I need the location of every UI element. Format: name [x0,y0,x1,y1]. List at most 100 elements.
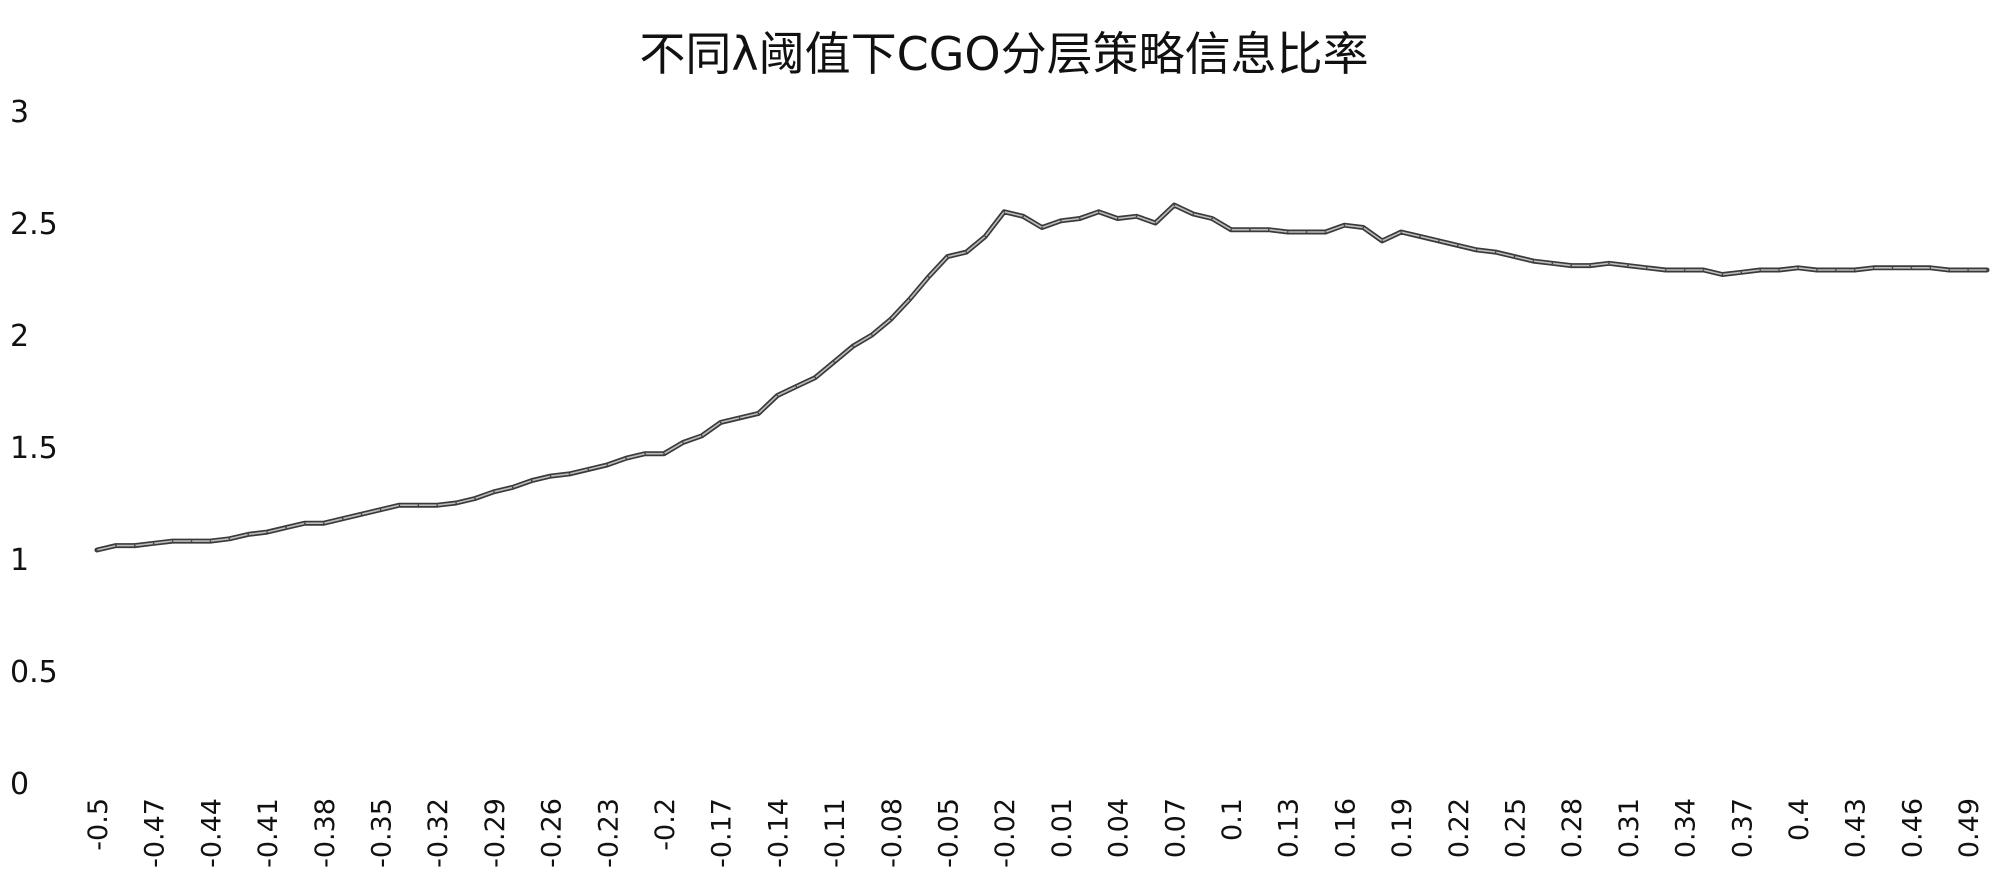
data-point [927,276,930,278]
y-tick-label: 3 [10,95,29,130]
data-point [568,473,571,475]
data-point [1872,267,1875,269]
y-axis: 0 0.5 1 1.5 2 2.5 3 [10,95,58,802]
x-tick-label: 0.07 [1160,798,1191,858]
data-point [455,502,457,504]
data-point [814,376,816,379]
x-tick-label: 0.37 [1727,798,1758,858]
data-point [1268,228,1270,231]
data-point [1192,213,1194,215]
data-point [1570,264,1572,267]
data-point [1286,231,1289,233]
data-point [152,542,155,545]
data-point [1646,267,1648,269]
data-point [228,538,231,540]
data-point [795,385,798,388]
data-point [1513,255,1516,258]
x-tick-label: -0.23 [593,798,624,868]
data-point [171,540,174,542]
data-point [436,504,439,507]
x-tick-label: -0.11 [820,798,851,868]
data-point [1079,217,1081,220]
data-point [530,479,533,482]
data-point [1608,262,1610,265]
data-point [379,508,382,511]
data-point [115,544,117,547]
data-point [96,549,98,551]
data-point [1589,264,1591,267]
x-tick-label: 0.04 [1104,798,1135,858]
data-point [1305,231,1308,233]
data-point [266,531,268,533]
x-tick-label: 0.22 [1444,798,1475,858]
data-point [1400,231,1402,233]
data-point [587,468,590,471]
data-point [247,533,249,536]
data-point [1343,224,1346,226]
data-point [512,486,514,489]
data-point [1816,269,1818,271]
y-tick-label: 0.5 [10,655,58,690]
x-tick-label: -0.47 [140,798,171,868]
data-point [1853,269,1856,271]
data-point [1797,267,1799,269]
x-tick-label: -0.14 [763,798,794,868]
data-point [209,540,212,542]
data-point [1551,262,1554,265]
data-point [606,464,609,466]
x-tick-label: 0.19 [1387,798,1418,858]
data-point [908,298,911,301]
x-tick-label: -0.02 [990,798,1021,868]
data-point [738,417,741,419]
x-tick-label: -0.17 [707,798,738,868]
data-point [852,345,854,348]
data-point [417,504,420,507]
data-point [190,540,193,542]
data-point [776,394,779,397]
x-tick-label: 0.16 [1330,798,1361,858]
data-point [946,255,949,258]
data-point [701,435,703,437]
x-tick-label: -0.29 [480,798,511,868]
data-point [134,544,136,547]
x-tick-label: -0.41 [253,798,284,868]
data-point [682,441,684,444]
y-tick-label: 1 [10,543,29,578]
x-tick-label: 0.1 [1217,798,1248,841]
data-point [1967,269,1969,271]
x-tick-label: 0.01 [1047,798,1078,858]
data-point [285,526,287,529]
plot-area [94,202,1990,553]
x-tick-label: -0.32 [423,798,454,868]
data-point [1438,240,1440,242]
x-tick-label: 0.43 [1841,798,1872,858]
data-point [341,517,344,520]
data-point [1532,260,1535,262]
data-point [1929,267,1932,269]
data-point [474,497,476,500]
data-point [1003,211,1005,213]
y-tick-label: 1.5 [10,431,58,466]
data-point [1211,217,1213,220]
x-axis: -0.5 -0.47 -0.44 -0.41 -0.38 -0.35 -0.32 -0.29-… [83,798,1985,868]
data-point [549,475,552,477]
y-tick-label: 2 [10,319,29,354]
x-tick-label: 0.34 [1671,798,1702,858]
x-tick-label: -0.44 [196,798,227,868]
data-point [663,452,665,455]
data-point [1097,211,1100,213]
data-point [1475,249,1478,251]
data-point [398,504,401,507]
data-point [1891,267,1894,269]
x-tick-label: -0.05 [934,798,965,868]
x-tick-label: 0.28 [1557,798,1588,858]
data-point [1022,215,1024,218]
y-tick-label: 0 [10,767,29,802]
data-point [360,513,363,515]
x-tick-label: 0.49 [1954,798,1985,858]
data-point [1683,269,1686,271]
data-point [1041,226,1043,229]
data-point [493,491,495,493]
data-point [1135,215,1138,218]
data-point [1154,222,1157,224]
